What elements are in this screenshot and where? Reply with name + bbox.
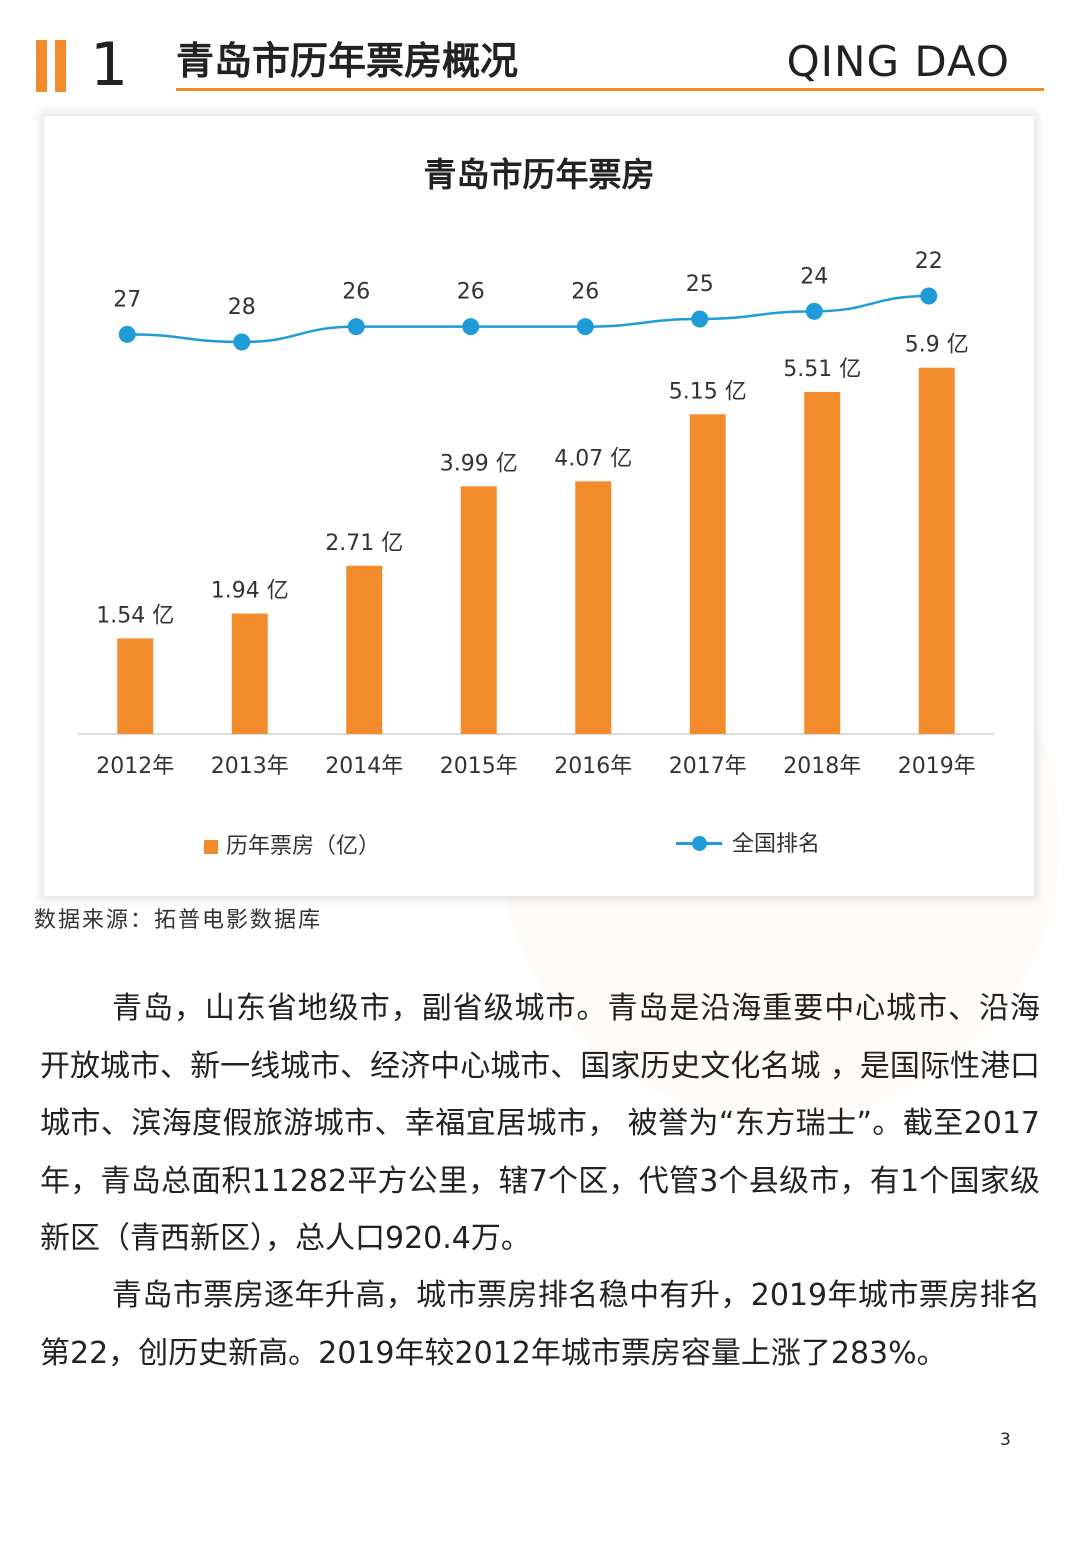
x-tick-label: 2016年 <box>554 754 632 779</box>
header-underline <box>176 88 1044 91</box>
bar-data-label: 2.71 亿 <box>325 531 403 556</box>
bar-data-label: 4.07 亿 <box>554 446 632 471</box>
bar <box>117 638 154 734</box>
chart-svg: 1.54 亿 1.94 亿 2.71 亿 3.99 亿 4.07 亿 5.15 亿 5.51… <box>78 249 994 779</box>
bar <box>575 481 612 734</box>
page-number: 3 <box>1000 1430 1011 1450</box>
x-tick-label: 2019年 <box>898 754 976 779</box>
x-tick-label: 2013年 <box>211 754 289 779</box>
bar-data-label: 1.94 亿 <box>211 579 289 604</box>
bar <box>460 486 497 734</box>
ranking-point <box>347 318 365 336</box>
x-tick-label: 2014年 <box>325 754 403 779</box>
bar-data-label: 5.51 亿 <box>783 357 861 382</box>
data-source: 数据来源：拓普电影数据库 <box>34 908 323 933</box>
bar <box>918 367 955 734</box>
x-tick-label: 2012年 <box>96 754 174 779</box>
ranking-data-label: 27 <box>113 287 141 312</box>
legend-box-office: 历年票房（亿） <box>204 828 380 860</box>
legend-ranking-label: 全国排名 <box>732 832 821 857</box>
chart-card: 青岛市历年票房 1.54 亿 1.94 亿 2.71 亿 3.99 亿 4.07 亿 5.… <box>44 116 1034 896</box>
header-accent-bar <box>55 40 66 92</box>
ranking-data-label: 25 <box>686 272 714 297</box>
chart-title: 青岛市历年票房 <box>423 155 655 194</box>
ranking-data-label: 26 <box>342 280 370 305</box>
x-tick-label: 2018年 <box>783 754 861 779</box>
header-accent-bar <box>36 40 47 92</box>
city-english-name: QING DAO <box>786 37 1010 86</box>
ranking-point <box>805 302 823 320</box>
ranking-data-label: 26 <box>571 280 599 305</box>
section-number: 1 <box>90 30 129 100</box>
x-tick-label: 2017年 <box>669 754 747 779</box>
legend-line-swatch <box>676 836 722 851</box>
ranking-point <box>691 310 709 328</box>
bar-data-label: 3.99 亿 <box>440 451 518 476</box>
bar <box>231 613 268 734</box>
ranking-point <box>462 318 480 336</box>
bar <box>346 565 383 734</box>
bar-data-label: 1.54 亿 <box>96 603 174 628</box>
section-title: 青岛市历年票房概况 <box>176 39 519 83</box>
x-tick-label: 2015年 <box>440 754 518 779</box>
ranking-point <box>576 318 594 336</box>
bar <box>689 414 726 734</box>
bar-data-label: 5.9 亿 <box>905 333 969 358</box>
bar-data-label: 5.15 亿 <box>669 379 747 404</box>
ranking-data-label: 22 <box>915 249 943 274</box>
legend-ranking: 全国排名 <box>676 826 820 858</box>
ranking-data-label: 28 <box>228 295 256 320</box>
ranking-point <box>233 333 251 351</box>
ranking-line <box>127 294 929 344</box>
ranking-point <box>920 287 938 305</box>
bar <box>804 391 841 734</box>
ranking-data-label: 26 <box>457 280 485 305</box>
ranking-data-label: 24 <box>800 264 828 289</box>
legend-bar-swatch <box>204 840 218 854</box>
legend-box-office-label: 历年票房（亿） <box>226 834 381 859</box>
ranking-point <box>118 325 136 343</box>
body-paragraph: 青岛，山东省地级市，副省级城市。青岛是沿海重要中心城市、沿海开放城市、新一线城市… <box>40 991 1040 1256</box>
body-paragraph: 青岛市票房逐年升高，城市票房排名稳中有升，2019年城市票房排名第22，创历史新… <box>40 1278 1040 1371</box>
